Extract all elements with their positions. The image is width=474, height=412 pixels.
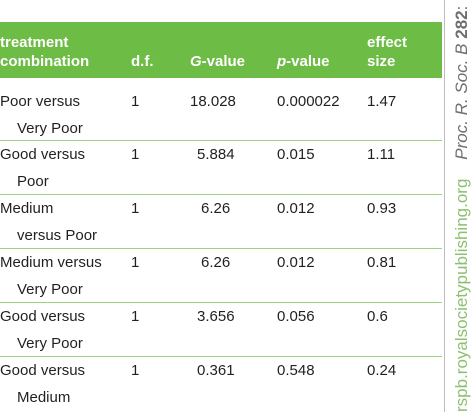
header-g-value: G-value [190,52,245,71]
g-value-cell: 3.656 [197,308,235,325]
effect-size-cell: 0.93 [367,200,397,217]
treatment-cell-line2: Very Poor [17,120,83,137]
df-cell: 1 [131,93,140,110]
header-effect-size: effect size [367,33,407,71]
journal-name: Proc. R. Soc. B [452,43,471,160]
header-p-letter: p [277,53,287,70]
header-size-label: size [367,53,396,70]
journal-citation: rspb.royalsocietypublishing.org Proc. R.… [447,0,474,412]
treatment-cell-line1: Medium versus [0,254,102,271]
row-divider [0,248,442,249]
article-number: : 20141428 [452,0,471,10]
header-effect-label: effect [367,34,408,51]
treatment-cell-line2: Very Poor [17,335,83,352]
treatment-cell-line1: Poor versus [0,93,81,110]
treatment-cell-line2: Very Poor [17,281,83,298]
effect-size-cell: 0.6 [367,308,388,325]
treatment-cell-line1: Good versus [0,362,86,379]
journal-volume: 282 [452,10,471,39]
g-value-cell: 6.26 [201,200,231,217]
effect-size-cell: 0.81 [367,254,397,271]
header-treatment-combination: treatment combination [0,33,89,71]
treatment-cell-line1: Good versus [0,146,86,163]
effect-size-cell: 0.24 [367,362,397,379]
p-value-cell: 0.012 [277,200,315,217]
p-value-cell: 0.012 [277,254,315,271]
treatment-cell-line1: Medium [0,200,54,217]
journal-url: rspb.royalsocietypublishing.org [452,178,471,412]
df-cell: 1 [131,200,140,217]
row-divider [0,140,442,141]
treatment-cell-line2: Poor [17,173,49,190]
g-value-cell: 5.884 [197,146,235,163]
effect-size-cell: 1.11 [367,146,396,163]
header-p-suffix: -value [286,53,330,70]
header-p-value: p-value [277,52,330,71]
header-g-suffix: -value [201,53,246,70]
journal-sidebar: rspb.royalsocietypublishing.org Proc. R.… [444,0,474,412]
table-header: treatment combination d.f. G-value p-val… [0,22,442,78]
df-cell: 1 [131,146,140,163]
p-value-cell: 0.015 [277,146,315,163]
treatment-cell-line2: Medium [17,389,71,406]
g-value-cell: 0.361 [197,362,235,379]
df-cell: 1 [131,254,140,271]
p-value-cell: 0.000022 [277,93,340,110]
header-g-letter: G [190,53,202,70]
header-combination-label: combination [0,53,90,70]
g-value-cell: 18.028 [190,93,236,110]
df-cell: 1 [131,308,140,325]
treatment-cell-line1: Good versus [0,308,86,325]
p-value-cell: 0.056 [277,308,315,325]
df-cell: 1 [131,362,140,379]
header-treatment-label: treatment [0,34,69,51]
header-df: d.f. [131,53,154,70]
row-divider [0,356,442,357]
row-divider [0,194,442,195]
g-value-cell: 6.26 [201,254,231,271]
treatment-cell-line2: versus Poor [17,227,98,244]
effect-size-cell: 1.47 [367,93,397,110]
row-divider [0,302,442,303]
p-value-cell: 0.548 [277,362,315,379]
